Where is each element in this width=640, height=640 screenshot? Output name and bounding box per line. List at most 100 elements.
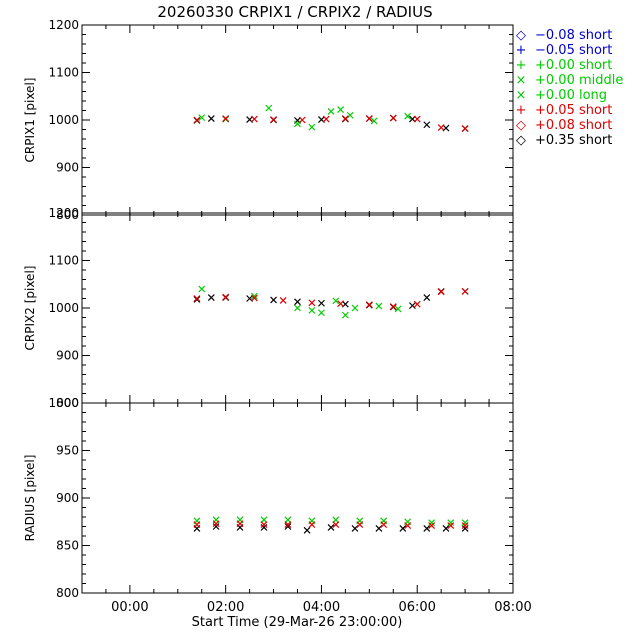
- legend-marker: +: [516, 103, 527, 118]
- data-point: [279, 296, 287, 304]
- chart-title: 20260330 CRPIX1 / CRPIX2 / RADIUS: [157, 3, 432, 21]
- data-point: [346, 111, 354, 119]
- legend-marker: ×: [516, 88, 527, 103]
- y-tick-label: 1000: [48, 301, 79, 315]
- y-tick-label: 800: [56, 586, 79, 600]
- data-point: [461, 125, 469, 132]
- data-point: [308, 521, 316, 529]
- data-point: [260, 524, 268, 531]
- data-point: [428, 519, 436, 527]
- data-point: [308, 123, 316, 131]
- data-point: [322, 115, 330, 123]
- data-point: [404, 522, 412, 529]
- data-point: [399, 524, 407, 532]
- data-point: [337, 300, 345, 308]
- data-point: [207, 115, 215, 122]
- panel-2: 800 900 1000 1100 1200 CRPIX2 [pixel]: [23, 206, 514, 410]
- data-point: [437, 288, 445, 296]
- data-point: [193, 296, 201, 303]
- data-point: [356, 521, 364, 529]
- data-point: [389, 303, 397, 310]
- series: [193, 520, 469, 529]
- data-point: [375, 524, 383, 532]
- data-point: [308, 306, 316, 314]
- data-point: [212, 520, 220, 528]
- legend-item: + −0.05 short: [516, 43, 613, 58]
- y-tick-label: 1000: [48, 113, 79, 127]
- legend-label: +0.08 short: [535, 118, 612, 133]
- data-point: [318, 299, 325, 307]
- legend-item: ◇ +0.35 short: [516, 133, 612, 148]
- legend-marker: ◇: [516, 118, 526, 133]
- data-point: [423, 121, 431, 129]
- legend-label: +0.35 short: [535, 133, 612, 148]
- data-point: [198, 285, 206, 293]
- y-axis-label: RADIUS [pixel]: [23, 455, 37, 542]
- y-tick-label: 850: [56, 539, 79, 553]
- legend-item: + +0.05 short: [516, 103, 613, 118]
- data-point: [265, 104, 273, 112]
- legend-item: × +0.00 long: [516, 88, 607, 103]
- data-point: [222, 293, 230, 301]
- y-tick-label: 900: [56, 349, 79, 363]
- data-point: [461, 522, 469, 529]
- data-point: [413, 115, 421, 123]
- legend-item: ◇ +0.08 short: [516, 118, 612, 133]
- data-point: [212, 523, 220, 530]
- data-point: [250, 292, 258, 300]
- legend-marker: +: [516, 43, 527, 58]
- series: [193, 114, 469, 132]
- data-point: [327, 524, 335, 531]
- data-point: [337, 106, 345, 113]
- x-tick-label: 00:00: [111, 600, 148, 615]
- y-tick-label: 900: [56, 161, 79, 175]
- data-point: [327, 108, 335, 115]
- series: [193, 523, 469, 534]
- series: [198, 104, 412, 131]
- x-tick-label: 06:00: [398, 600, 435, 615]
- y-tick-label: 950: [56, 444, 79, 458]
- y-tick-label: 1200: [48, 206, 79, 220]
- data-point: [294, 304, 301, 312]
- panel-3: 800 850 900 950 1000 RADIUS [pixel] 00:00 02:00…: [23, 396, 532, 615]
- x-tick-label: 04:00: [303, 600, 340, 615]
- data-point: [389, 114, 397, 122]
- data-point: [365, 301, 373, 309]
- data-point: [260, 521, 268, 529]
- data-point: [294, 298, 301, 306]
- data-point: [298, 116, 306, 124]
- data-point: [380, 521, 388, 529]
- data-point: [404, 112, 412, 120]
- x-tick-label: 08:00: [494, 600, 531, 615]
- legend: ◇ −0.08 short + −0.05 short + +0.00 short × +0.…: [516, 28, 624, 148]
- data-point: [198, 114, 206, 122]
- data-point: [341, 115, 349, 122]
- data-point: [423, 524, 431, 532]
- data-point: [370, 117, 378, 125]
- data-point: [318, 309, 325, 317]
- legend-label: +0.00 long: [535, 88, 607, 103]
- legend-label: +0.00 short: [535, 58, 612, 73]
- legend-marker: ×: [516, 73, 527, 88]
- y-tick-label: 1000: [48, 396, 79, 410]
- data-point: [332, 521, 340, 529]
- data-point: [303, 526, 311, 534]
- data-point: [351, 524, 359, 532]
- data-point: [413, 300, 421, 308]
- data-point: [375, 302, 383, 310]
- data-point: [294, 120, 301, 128]
- legend-label: −0.08 short: [535, 28, 612, 43]
- data-point: [222, 115, 230, 122]
- x-tick-label: 02:00: [207, 600, 244, 615]
- series: [193, 287, 469, 310]
- series: [198, 285, 402, 319]
- legend-marker: +: [516, 58, 527, 73]
- data-point: [437, 124, 445, 132]
- data-point: [270, 116, 277, 123]
- y-tick-label: 900: [56, 491, 79, 505]
- legend-label: +0.05 short: [535, 103, 612, 118]
- data-point: [409, 302, 416, 310]
- data-point: [428, 522, 436, 529]
- data-point: [351, 304, 359, 312]
